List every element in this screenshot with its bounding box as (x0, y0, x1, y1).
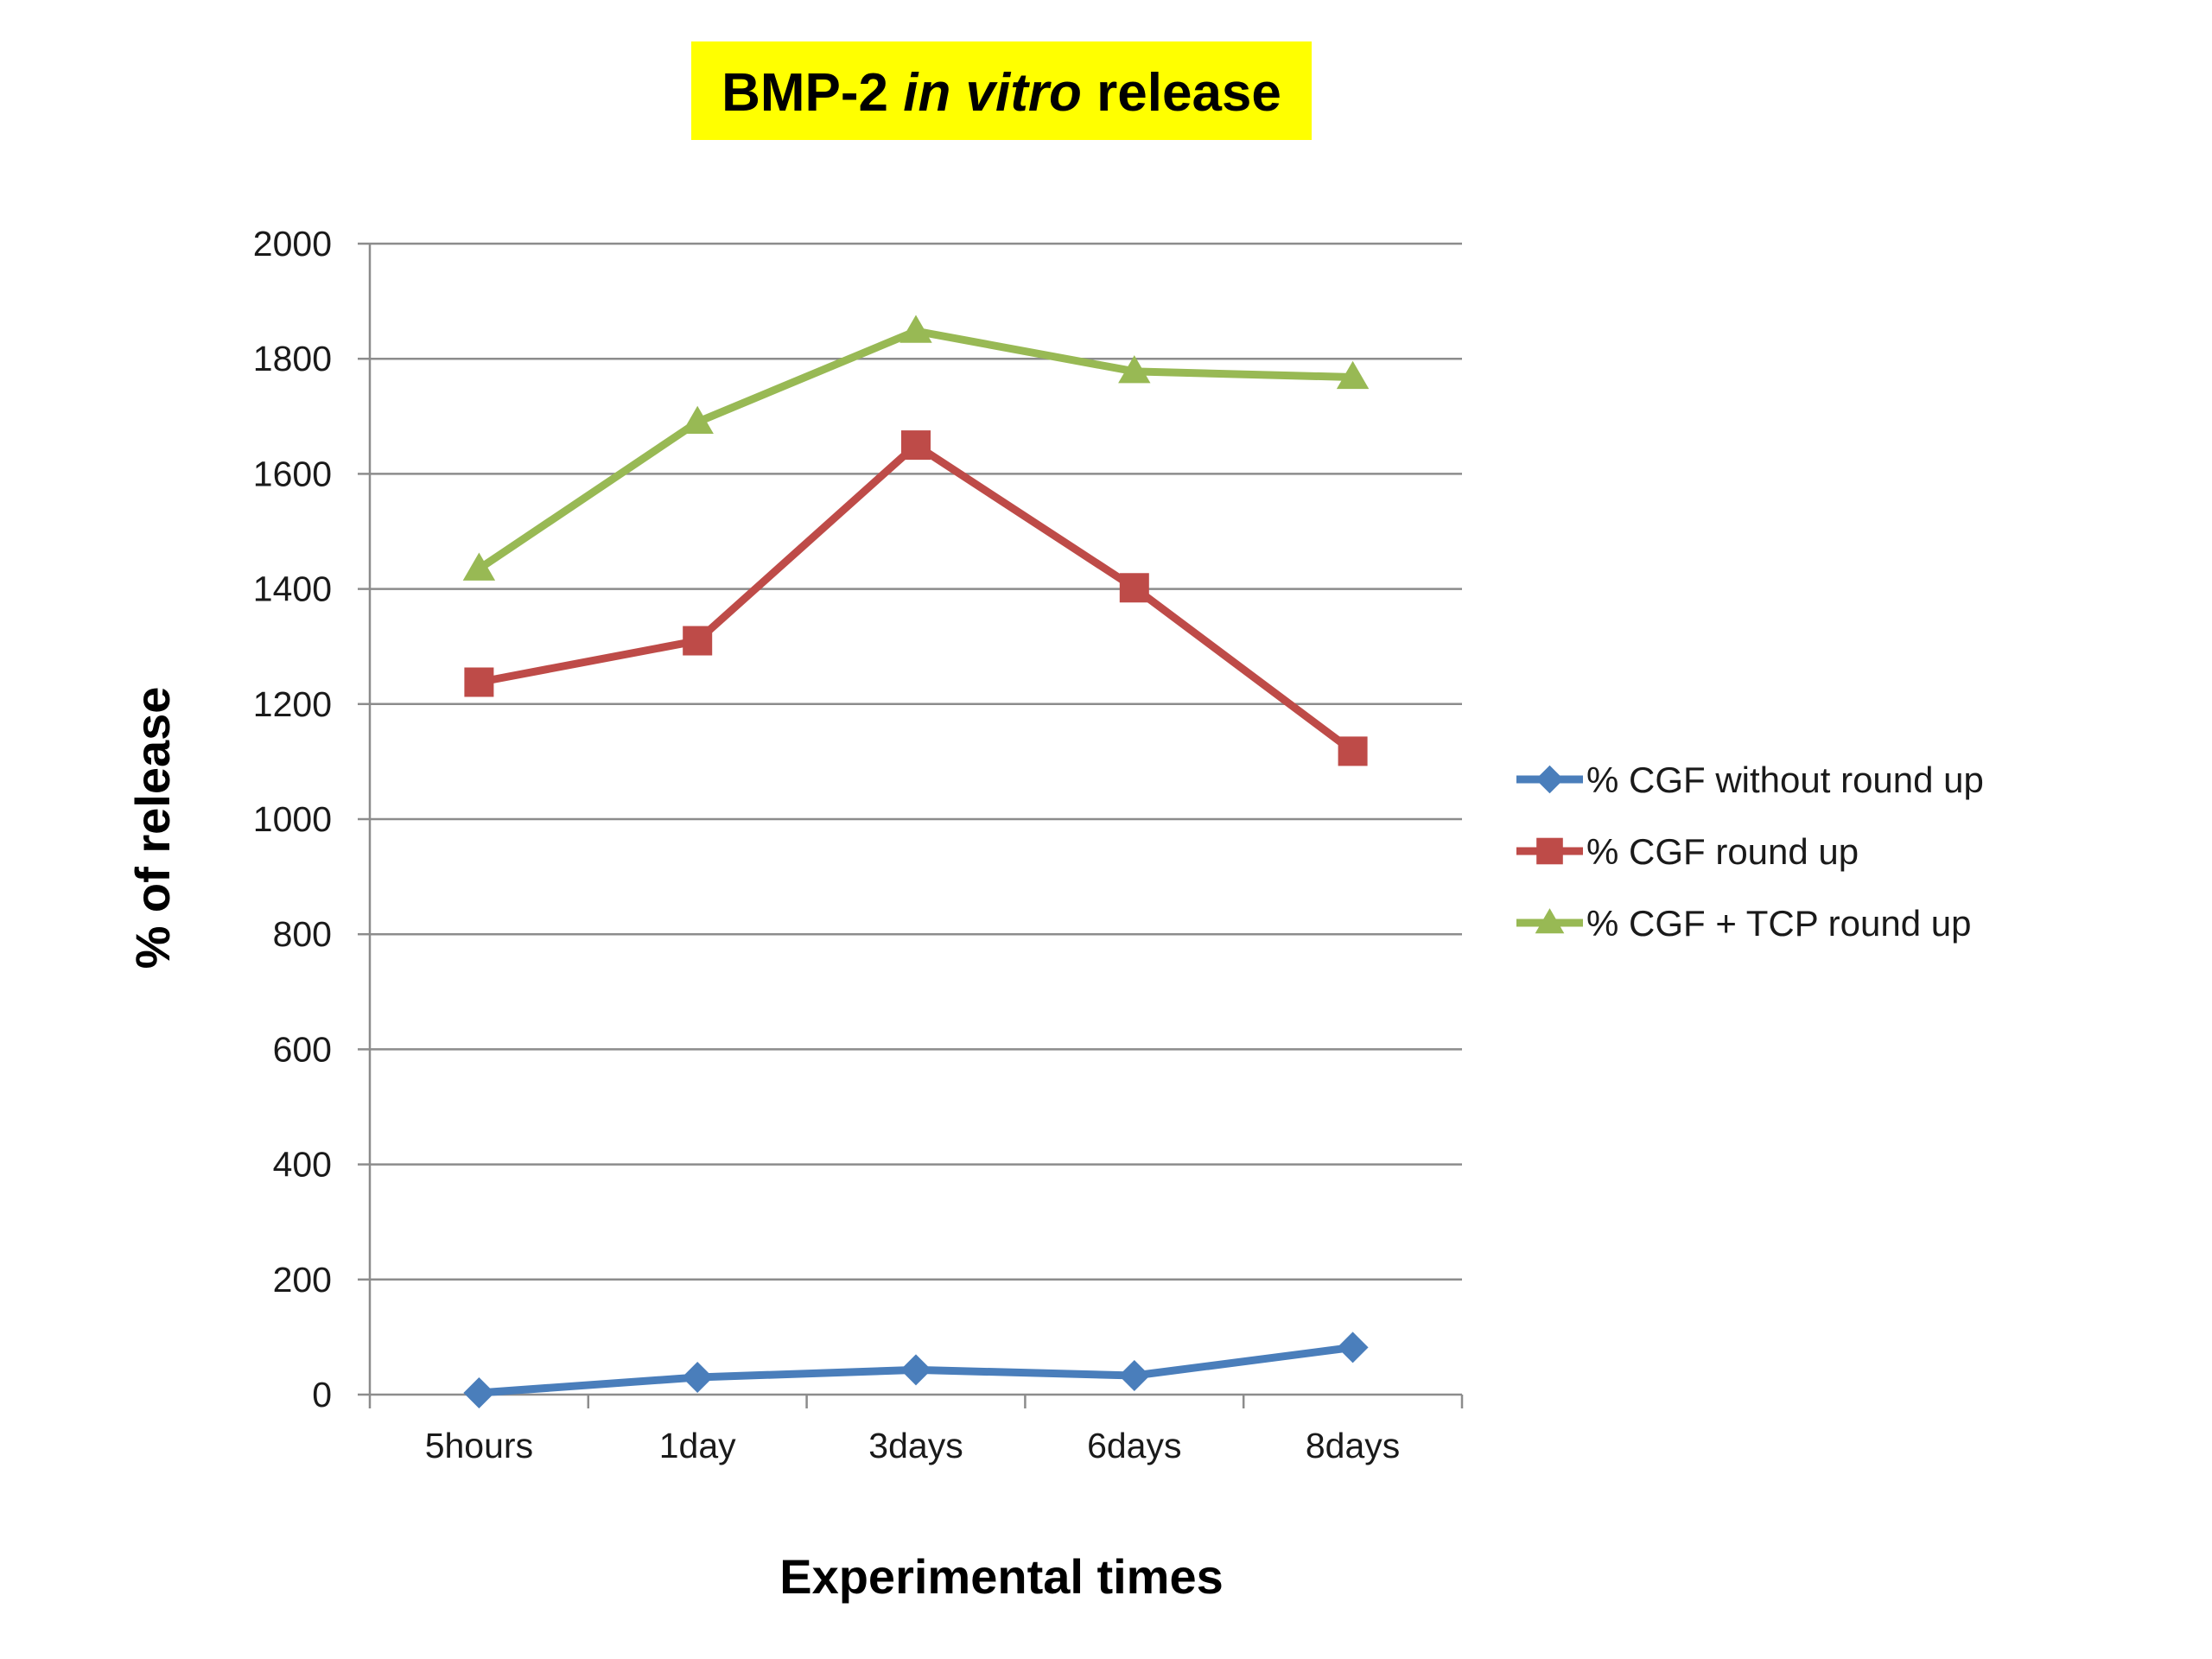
x-axis-title: Experimental times (779, 1549, 1224, 1604)
y-tick-label: 1600 (253, 454, 332, 493)
legend-label: % CGF without round up (1586, 760, 1984, 800)
data-point-diamond (1118, 1360, 1150, 1392)
y-tick-label: 1000 (253, 799, 332, 839)
legend: % CGF without round up % CGF round up % CG… (1516, 760, 1984, 944)
data-point-diamond (1337, 1332, 1369, 1363)
series-markers (462, 315, 1370, 1409)
gridlines (358, 242, 1462, 1396)
y-tick-label: 1400 (253, 569, 332, 609)
data-point-triangle (1336, 360, 1370, 390)
data-point-triangle (462, 552, 496, 581)
legend-item: % CGF + TCP round up (1516, 903, 1972, 944)
chart-title-part-3: release (1082, 63, 1281, 123)
data-point-square (464, 667, 494, 697)
y-tick-label: 1200 (253, 684, 332, 724)
data-point-square (1119, 573, 1149, 603)
data-point-square (1338, 736, 1368, 766)
data-point-diamond (900, 1354, 931, 1386)
x-tick-label: 6days (1087, 1426, 1181, 1465)
x-tick-label: 5hours (425, 1426, 533, 1465)
y-tick-label: 400 (273, 1145, 332, 1185)
data-point-square (683, 626, 713, 656)
y-tick-label: 2000 (253, 224, 332, 264)
axes (368, 244, 1464, 1408)
x-tick-label: 8days (1306, 1426, 1400, 1465)
legend-label: % CGF round up (1586, 831, 1859, 872)
y-tick-label: 800 (273, 914, 332, 954)
x-tick-label: 1day (659, 1426, 736, 1465)
data-point-triangle (1535, 908, 1565, 934)
y-tick-label: 0 (312, 1375, 332, 1414)
y-tick-label: 200 (273, 1260, 332, 1300)
data-point-square (1536, 837, 1563, 865)
data-point-diamond (463, 1377, 495, 1409)
chart-title-part-2: in vitro (903, 63, 1082, 123)
y-tick-label: 600 (273, 1029, 332, 1069)
chart-title-background (691, 41, 1312, 140)
chart-title: BMP-2 in vitro release (721, 63, 1281, 123)
series-lines (474, 327, 1357, 1397)
legend-label: % CGF + TCP round up (1586, 903, 1972, 944)
legend-item: % CGF without round up (1516, 760, 1984, 800)
legend-item: % CGF round up (1516, 831, 1859, 872)
data-point-triangle (1118, 355, 1151, 384)
data-point-triangle (899, 315, 932, 343)
data-point-square (901, 430, 931, 461)
y-axis-title: % of release (125, 687, 180, 969)
data-point-diamond (1535, 765, 1564, 794)
data-point-triangle (681, 405, 714, 435)
x-tick-labels: 5hours 1day 3days 6days 8days (425, 1426, 1401, 1465)
chart-title-part-1: BMP-2 (721, 63, 903, 123)
x-tick-label: 3days (868, 1426, 963, 1465)
series-line-2 (474, 441, 1357, 755)
y-tick-label: 1800 (253, 339, 332, 378)
y-tick-labels: 0 200 400 600 800 1000 1200 1400 1600 1800 2000 (253, 224, 332, 1414)
data-point-diamond (682, 1362, 714, 1394)
